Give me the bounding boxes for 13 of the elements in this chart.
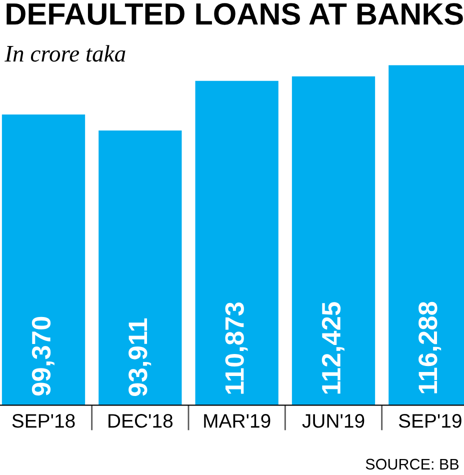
- x-tick-label: DEC'18: [108, 414, 173, 428]
- data-label: 110,873: [225, 302, 248, 394]
- chart-title: DEFAULTED LOANS AT BANKS: [6, 3, 463, 25]
- data-label: 93,911: [128, 318, 152, 396]
- source-note: SOURCE: BB: [366, 458, 459, 470]
- x-tick-label: SEP'19: [398, 414, 462, 428]
- data-label: 116,288: [418, 302, 442, 394]
- data-label: 112,425: [322, 302, 344, 394]
- x-tick-label: SEP'18: [12, 414, 75, 428]
- data-label: 99,370: [32, 316, 54, 396]
- chart-subtitle: In crore taka: [4, 45, 126, 62]
- x-tick-label: JUN'19: [302, 414, 364, 428]
- x-tick-label: MAR'19: [204, 414, 270, 428]
